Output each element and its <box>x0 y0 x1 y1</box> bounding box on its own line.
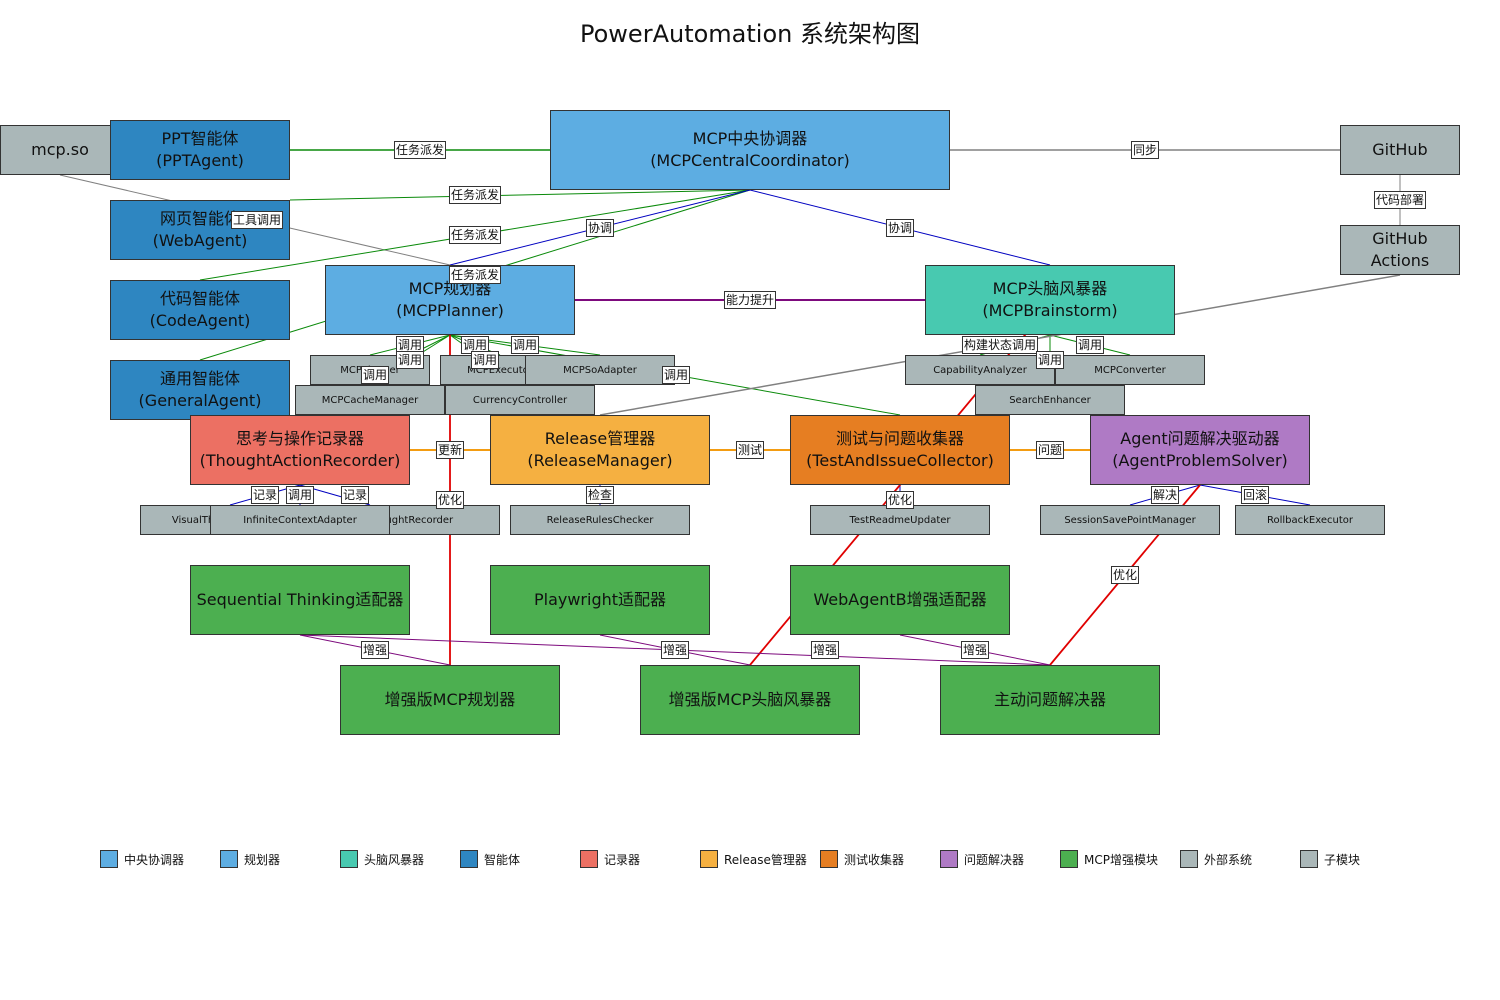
legend-label: 测试收集器 <box>844 852 905 867</box>
legend-label: 外部系统 <box>1204 852 1253 867</box>
legend-item: MCP增强模块 <box>1060 850 1158 868</box>
legend-swatch <box>1300 850 1318 868</box>
edge-label-task2: 任务派发 <box>448 186 502 204</box>
edge-label-enh2: 增强 <box>660 641 690 659</box>
edge-label-task1: 任务派发 <box>393 141 447 159</box>
edge-label-rec3: 记录 <box>340 486 370 504</box>
legend-swatch <box>460 850 478 868</box>
legend-label: 记录器 <box>604 852 641 867</box>
edge-label-call3: 调用 <box>360 366 390 384</box>
node-ebrain[interactable]: 增强版MCP头脑风暴器 <box>640 665 860 735</box>
legend-swatch <box>700 850 718 868</box>
legend-item: Release管理器 <box>700 850 807 868</box>
legend-label: 规划器 <box>244 852 281 867</box>
node-github[interactable]: GitHub <box>1340 125 1460 175</box>
node-sub-rollback[interactable]: RollbackExecutor <box>1235 505 1385 535</box>
edge-label-tool: 工具调用 <box>230 211 284 229</box>
edge-4 <box>289 189 751 201</box>
edge-label-enh3: 增强 <box>810 641 840 659</box>
edge-label-solve: 解决 <box>1150 486 1180 504</box>
node-test[interactable]: 测试与问题收集器 (TestAndIssueCollector) <box>790 415 1010 485</box>
node-web[interactable]: 网页智能体 (WebAgent) <box>110 200 290 260</box>
legend-item: 中央协调器 <box>100 850 184 868</box>
node-esolver[interactable]: 主动问题解决器 <box>940 665 1160 735</box>
legend-label: 子模块 <box>1324 852 1361 867</box>
node-code[interactable]: 代码智能体 (CodeAgent) <box>110 280 290 340</box>
node-webagentb[interactable]: WebAgentB增强适配器 <box>790 565 1010 635</box>
legend-swatch <box>100 850 118 868</box>
legend-swatch <box>340 850 358 868</box>
node-recorder[interactable]: 思考与操作记录器 (ThoughtActionRecorder) <box>190 415 410 485</box>
edge-label-call7: 调用 <box>661 366 691 384</box>
legend-swatch <box>820 850 838 868</box>
legend-item: 记录器 <box>580 850 640 868</box>
legend-item: 规划器 <box>220 850 280 868</box>
node-sub-rules[interactable]: ReleaseRulesChecker <box>510 505 690 535</box>
edge-label-update: 更新 <box>435 441 465 459</box>
edge-label-bcall2: 调用 <box>1035 351 1065 369</box>
edge-label-rollback: 回滚 <box>1240 486 1270 504</box>
node-sub-savepoint[interactable]: SessionSavePointManager <box>1040 505 1220 535</box>
legend-swatch <box>1180 850 1198 868</box>
edge-label-enh4: 增强 <box>960 641 990 659</box>
node-sub-readme[interactable]: TestReadmeUpdater <box>810 505 990 535</box>
legend-item: 头脑风暴器 <box>340 850 424 868</box>
edge-label-test: 测试 <box>735 441 765 459</box>
node-sub-converter[interactable]: MCPConverter <box>1055 355 1205 385</box>
legend-item: 子模块 <box>1300 850 1360 868</box>
legend-label: Release管理器 <box>724 852 807 867</box>
edge-label-task4: 任务派发 <box>448 266 502 284</box>
edge-label-check: 检查 <box>585 486 615 504</box>
edge-label-ability: 能力提升 <box>723 291 777 309</box>
edge-label-task3: 任务派发 <box>448 226 502 244</box>
legend-label: 问题解决器 <box>964 852 1025 867</box>
node-seq[interactable]: Sequential Thinking适配器 <box>190 565 410 635</box>
node-sub-soadapter[interactable]: MCPSoAdapter <box>525 355 675 385</box>
edge-label-rec2: 调用 <box>285 486 315 504</box>
legend-item: 测试收集器 <box>820 850 904 868</box>
node-solver[interactable]: Agent问题解决驱动器 (AgentProblemSolver) <box>1090 415 1310 485</box>
edge-label-issue: 问题 <box>1035 441 1065 459</box>
edge-label-call5: 调用 <box>470 351 500 369</box>
edge-label-build: 构建状态调用 <box>961 336 1039 354</box>
legend-swatch <box>940 850 958 868</box>
legend-label: MCP增强模块 <box>1084 852 1158 867</box>
node-sub-cache[interactable]: MCPCacheManager <box>295 385 445 415</box>
node-central[interactable]: MCP中央协调器 (MCPCentralCoordinator) <box>550 110 950 190</box>
diagram-title: PowerAutomation 系统架构图 <box>580 20 920 48</box>
edge-label-call6: 调用 <box>510 336 540 354</box>
legend-item: 智能体 <box>460 850 520 868</box>
node-sub-currency[interactable]: CurrencyController <box>445 385 595 415</box>
node-mcpso[interactable]: mcp.so <box>0 125 120 175</box>
legend-swatch <box>580 850 598 868</box>
node-sub-infinite[interactable]: InfiniteContextAdapter <box>210 505 390 535</box>
node-playwright[interactable]: Playwright适配器 <box>490 565 710 635</box>
legend-item: 外部系统 <box>1180 850 1252 868</box>
node-sub-search[interactable]: SearchEnhancer <box>975 385 1125 415</box>
node-ppt[interactable]: PPT智能体 (PPTAgent) <box>110 120 290 180</box>
edge-label-bcall1: 调用 <box>1075 336 1105 354</box>
edge-label-sync: 同步 <box>1130 141 1160 159</box>
edge-label-enh1: 增强 <box>360 641 390 659</box>
node-ghactions[interactable]: GitHub Actions <box>1340 225 1460 275</box>
legend-item: 问题解决器 <box>940 850 1024 868</box>
legend-label: 智能体 <box>484 852 521 867</box>
edge-label-deploy: 代码部署 <box>1373 191 1427 209</box>
node-release[interactable]: Release管理器 (ReleaseManager) <box>490 415 710 485</box>
edge-label-rec1: 记录 <box>250 486 280 504</box>
edge-label-call2: 调用 <box>395 351 425 369</box>
node-eplanner[interactable]: 增强版MCP规划器 <box>340 665 560 735</box>
edge-label-coord2: 协调 <box>885 219 915 237</box>
legend-label: 中央协调器 <box>124 852 185 867</box>
edge-label-opt1: 优化 <box>435 491 465 509</box>
edge-label-coord1: 协调 <box>585 219 615 237</box>
legend-swatch <box>1060 850 1078 868</box>
edge-label-opt2: 优化 <box>885 491 915 509</box>
node-sub-capability[interactable]: CapabilityAnalyzer <box>905 355 1055 385</box>
legend-swatch <box>220 850 238 868</box>
node-general[interactable]: 通用智能体 (GeneralAgent) <box>110 360 290 420</box>
legend-label: 头脑风暴器 <box>364 852 425 867</box>
edge-label-opt3: 优化 <box>1110 566 1140 584</box>
node-brain[interactable]: MCP头脑风暴器 (MCPBrainstorm) <box>925 265 1175 335</box>
